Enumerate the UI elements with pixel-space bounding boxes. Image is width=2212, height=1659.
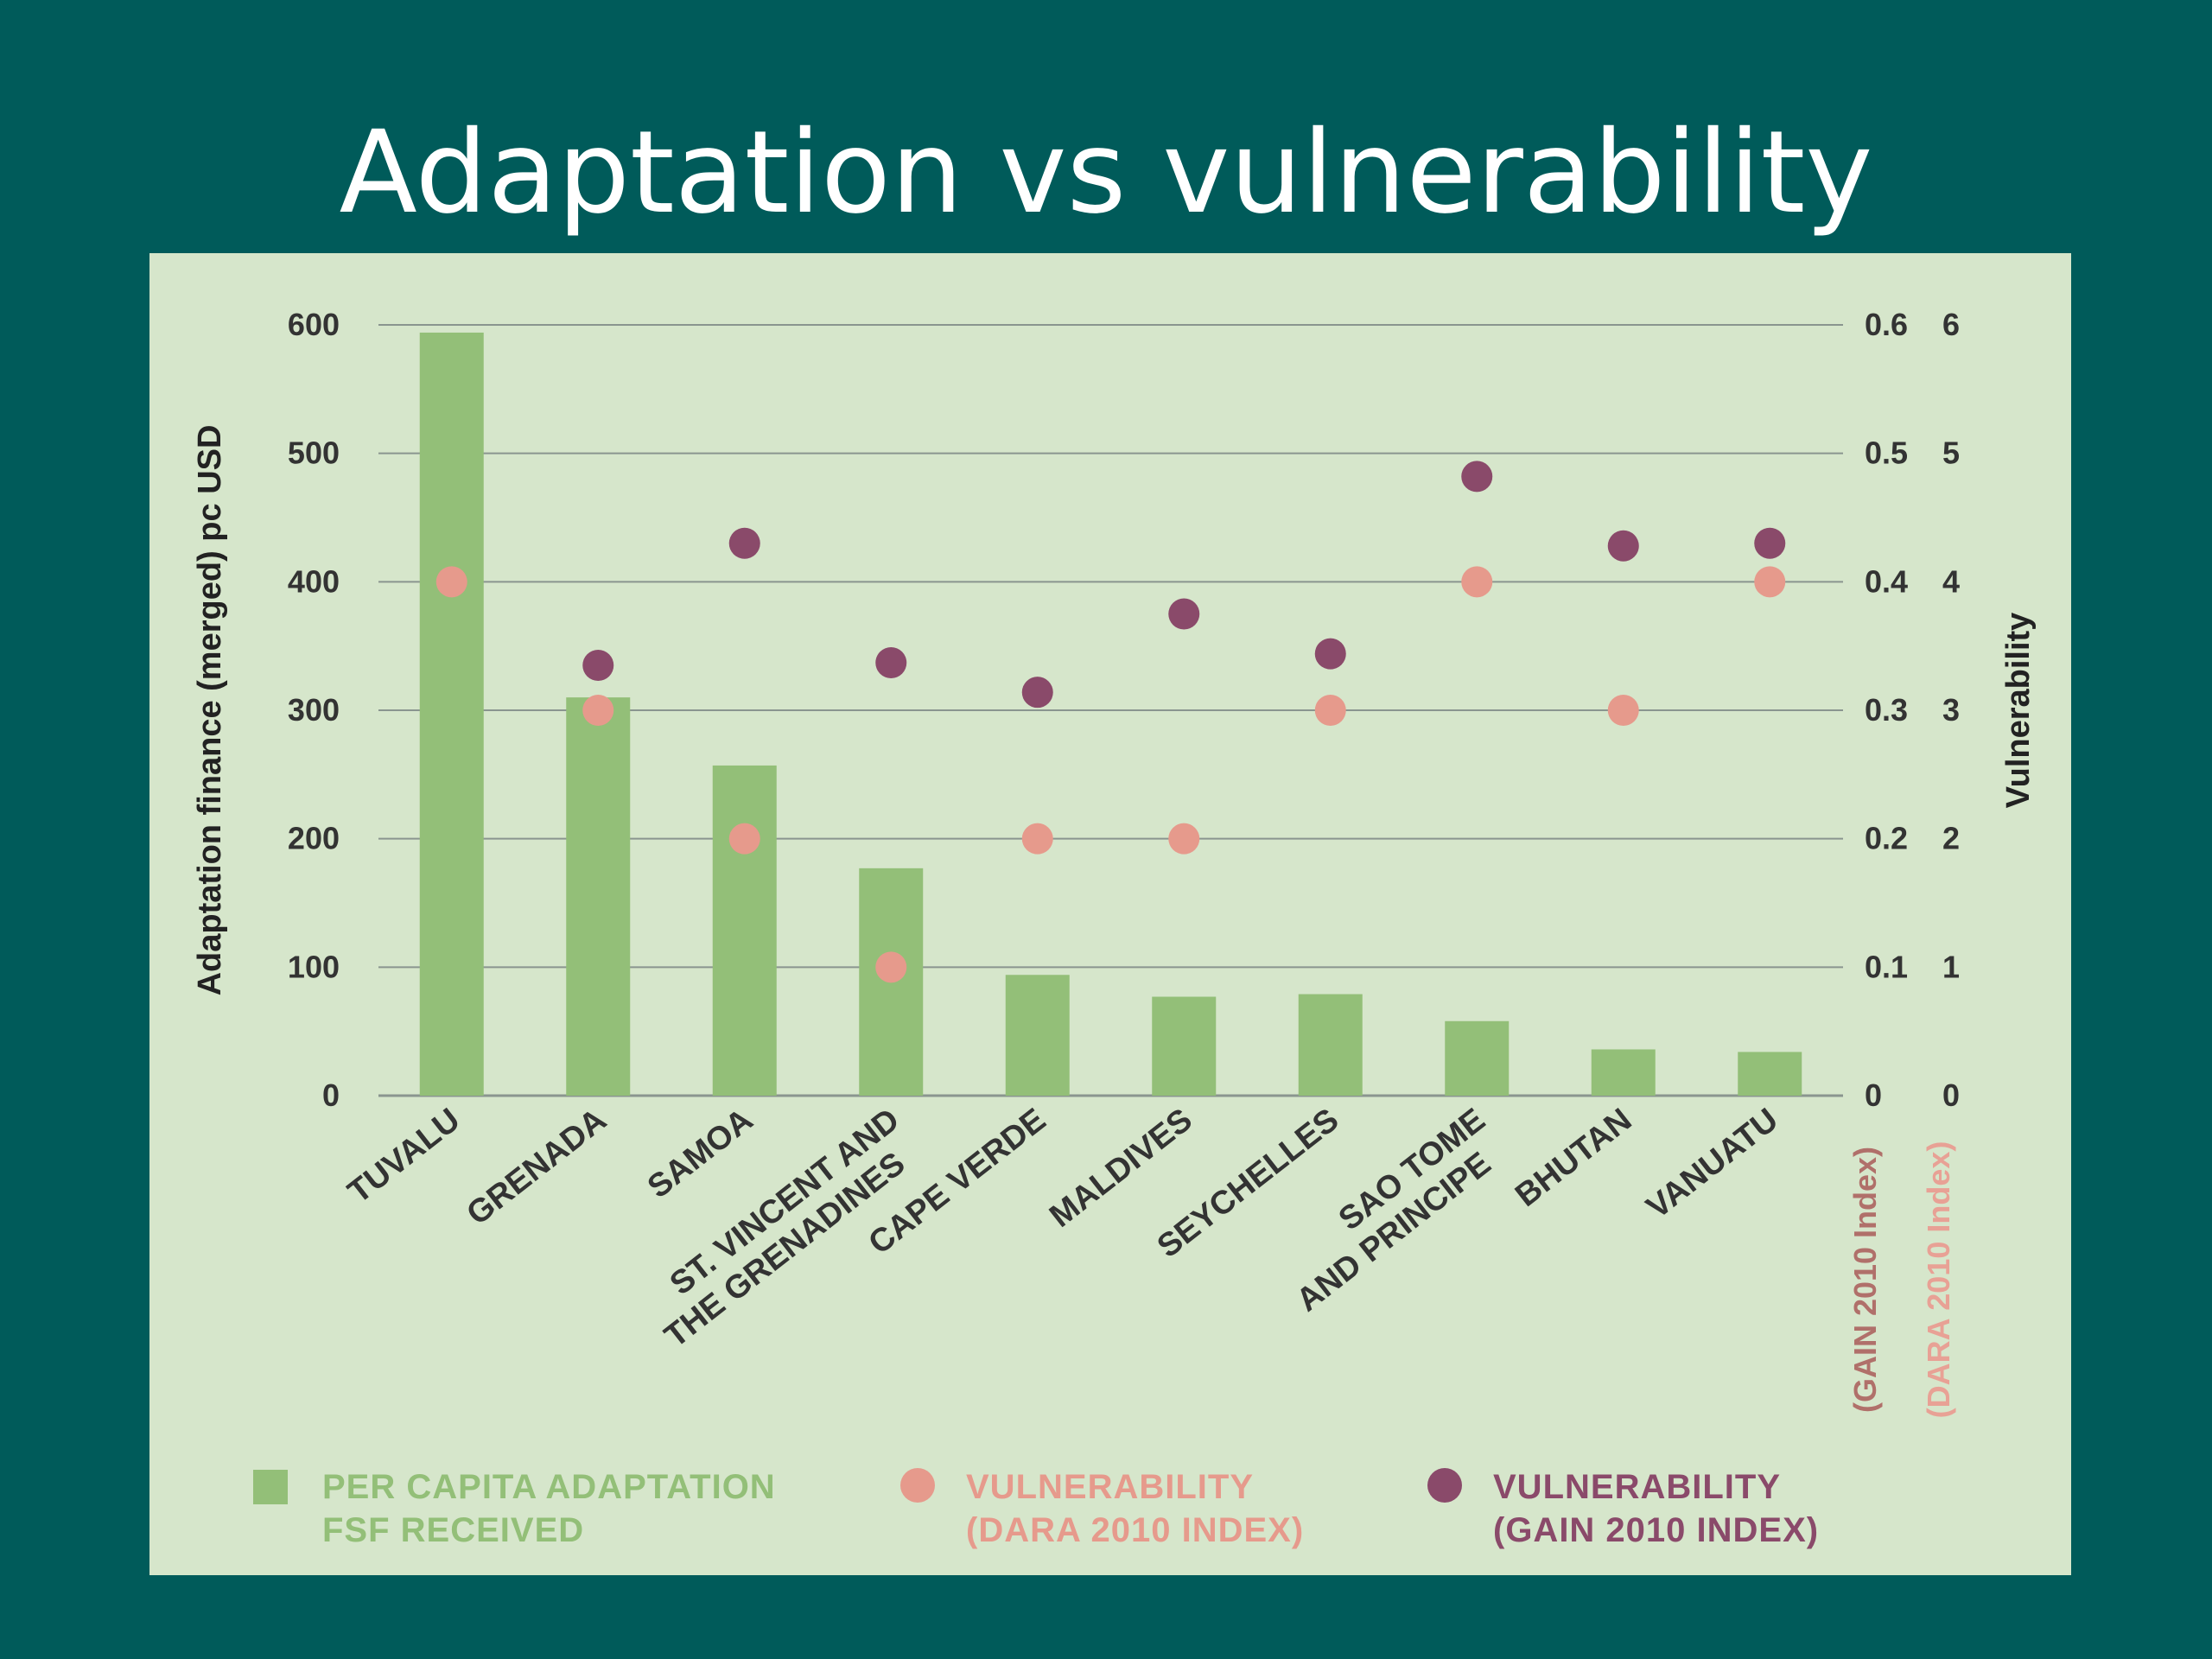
legend-label: VULNERABILITY: [1493, 1468, 1781, 1506]
bar: [1591, 1049, 1656, 1096]
left-y-tick-label: 0: [322, 1077, 340, 1113]
left-y-tick-label: 600: [288, 307, 340, 342]
category-label-line: GRENADA: [461, 1102, 613, 1232]
bar: [1152, 996, 1217, 1096]
bar: [566, 697, 631, 1096]
bar: [419, 332, 484, 1096]
dara-point: [1168, 823, 1200, 855]
dara-point: [1314, 695, 1346, 726]
gain-point: [1168, 598, 1200, 630]
gain-index-axis-label: (GAIN 2010 Index): [1847, 1147, 1883, 1413]
left-axis-title: Adaptation finance (merged) pc USD: [192, 425, 228, 996]
chart: 0 0 0 100 0.1 1 200 0.2 2 300 0.3 3 400 0.4 4 500 0.5 5 60…: [192, 307, 2037, 1549]
right-y-tick-label-gain: 0: [1942, 1077, 1960, 1113]
legend-label: PER CAPITA ADAPTATION: [322, 1468, 776, 1506]
right-y-tick-label-dara: 0.6: [1865, 307, 1908, 342]
gain-point: [875, 646, 907, 678]
slide-title: Adaptation vs vulnerability: [339, 106, 1873, 239]
dara-point: [728, 823, 760, 855]
bar: [712, 765, 777, 1096]
bar: [1445, 1020, 1510, 1096]
gain-point: [1314, 638, 1346, 670]
gain-point: [582, 649, 614, 681]
right-y-tick-label-dara: 0: [1865, 1077, 1882, 1113]
category-label: BHUTAN: [1509, 1102, 1638, 1214]
category-label: GRENADA: [461, 1102, 613, 1232]
left-y-tick-label: 400: [288, 563, 340, 599]
right-y-tick-label-dara: 0.3: [1865, 692, 1908, 728]
right-y-tick-label-dara: 0.4: [1865, 563, 1908, 599]
category-label-line: VANUATU: [1640, 1102, 1785, 1226]
right-y-tick-label-dara: 0.2: [1865, 821, 1908, 856]
dara-index-axis-label: (DARA 2010 Index): [1921, 1141, 1956, 1419]
dara-point: [875, 951, 907, 983]
right-axis-title: Vulnerability: [2000, 613, 2037, 809]
legend-swatch-dara: [900, 1468, 935, 1503]
right-y-tick-label-gain: 4: [1942, 563, 1960, 599]
legend-label: FSF RECEIVED: [322, 1511, 584, 1549]
chart-panel: 0 0 0 100 0.1 1 200 0.2 2 300 0.3 3 400 0.4 4 500 0.5 5 60…: [149, 253, 2071, 1575]
bar: [1005, 975, 1070, 1096]
legend-label: (GAIN 2010 INDEX): [1493, 1511, 1819, 1549]
legend-swatch-gain: [1427, 1468, 1462, 1503]
dara-point: [435, 566, 467, 598]
category-label-line: TUVALU: [341, 1102, 467, 1211]
category-label: TUVALU: [341, 1102, 467, 1211]
dara-point: [582, 695, 614, 726]
bar: [1738, 1052, 1802, 1096]
right-y-tick-label-gain: 1: [1942, 949, 1960, 984]
left-y-tick-label: 300: [288, 692, 340, 728]
gain-point: [1607, 530, 1639, 562]
gain-point: [728, 527, 760, 559]
legend-label: (DARA 2010 INDEX): [966, 1511, 1304, 1549]
bar: [1298, 994, 1363, 1096]
left-y-tick-label: 200: [288, 821, 340, 856]
dara-point: [1021, 823, 1053, 855]
right-y-tick-label-gain: 3: [1942, 692, 1960, 728]
gain-point: [1754, 527, 1786, 559]
dara-point: [1754, 566, 1786, 598]
right-y-tick-label-dara: 0.1: [1865, 949, 1908, 984]
legend-label: VULNERABILITY: [966, 1468, 1254, 1506]
category-label-line: MALDIVES: [1043, 1102, 1199, 1235]
dara-point: [1461, 566, 1493, 598]
gain-point: [1461, 461, 1493, 493]
right-y-tick-label-gain: 5: [1942, 435, 1960, 471]
category-label: SAMOA: [641, 1102, 760, 1205]
category-label: VANUATU: [1640, 1102, 1785, 1226]
legend-swatch-bar: [253, 1470, 288, 1504]
category-label-line: SAMOA: [641, 1102, 760, 1205]
right-y-tick-label-gain: 2: [1942, 821, 1960, 856]
category-label: MALDIVES: [1043, 1102, 1199, 1235]
gain-point: [1021, 677, 1053, 709]
category-label-line: BHUTAN: [1509, 1102, 1638, 1214]
left-y-tick-label: 500: [288, 435, 340, 471]
left-y-tick-label: 100: [288, 949, 340, 984]
right-y-tick-label-dara: 0.5: [1865, 435, 1908, 471]
dara-point: [1607, 695, 1639, 726]
right-y-tick-label-gain: 6: [1942, 307, 1960, 342]
